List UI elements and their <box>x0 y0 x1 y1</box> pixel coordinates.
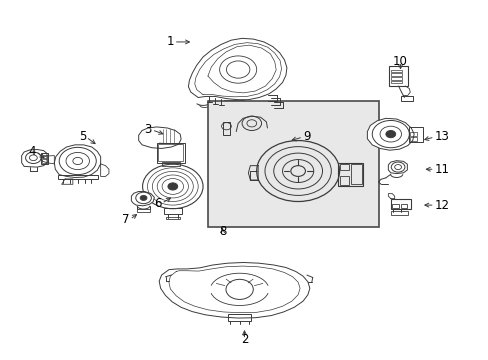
Polygon shape <box>387 161 407 174</box>
Polygon shape <box>366 118 413 150</box>
Polygon shape <box>21 149 47 167</box>
Bar <box>157 143 184 163</box>
Text: 2: 2 <box>240 333 248 346</box>
Bar <box>158 144 182 161</box>
Bar <box>41 155 47 158</box>
Text: 7: 7 <box>122 213 130 226</box>
Bar <box>222 122 230 135</box>
Bar <box>163 208 181 215</box>
Polygon shape <box>139 127 181 148</box>
Text: 3: 3 <box>144 123 152 136</box>
Bar <box>41 153 48 163</box>
Polygon shape <box>159 262 309 318</box>
Bar <box>388 66 407 86</box>
Bar <box>58 175 98 179</box>
Bar <box>161 162 180 166</box>
Bar <box>207 101 378 226</box>
Bar <box>224 100 243 106</box>
Bar <box>339 176 348 185</box>
Bar <box>350 164 361 184</box>
Bar <box>390 211 407 215</box>
Bar <box>409 132 416 136</box>
Bar <box>339 164 348 170</box>
Bar <box>390 70 401 72</box>
Bar <box>408 127 422 142</box>
Text: 11: 11 <box>434 163 449 176</box>
Bar <box>390 73 401 76</box>
Bar <box>228 314 250 321</box>
Text: 9: 9 <box>303 130 310 144</box>
Bar <box>400 96 412 101</box>
Circle shape <box>385 131 395 138</box>
Bar <box>225 105 241 108</box>
Bar <box>165 217 180 220</box>
Polygon shape <box>54 145 101 177</box>
Text: 10: 10 <box>392 55 407 68</box>
Bar <box>41 159 47 163</box>
Polygon shape <box>131 192 154 206</box>
Circle shape <box>140 195 147 201</box>
Bar <box>137 209 150 212</box>
Text: 4: 4 <box>28 145 36 158</box>
Text: 5: 5 <box>79 130 86 144</box>
Bar <box>409 137 416 141</box>
Text: 12: 12 <box>434 199 449 212</box>
Text: 6: 6 <box>154 197 161 210</box>
Text: 8: 8 <box>219 225 226 238</box>
Text: 13: 13 <box>434 130 448 144</box>
Bar <box>391 204 398 208</box>
Bar <box>337 163 363 186</box>
Bar <box>390 77 401 80</box>
Circle shape <box>167 183 177 190</box>
Text: 1: 1 <box>166 35 173 49</box>
Bar <box>390 199 410 209</box>
Bar <box>390 81 401 83</box>
Bar <box>400 204 407 208</box>
Polygon shape <box>188 39 286 100</box>
